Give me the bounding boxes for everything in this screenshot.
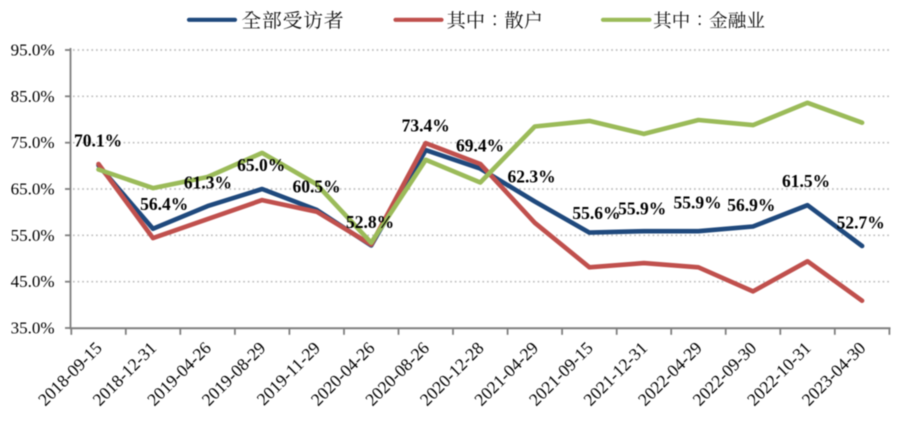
svg-text:73.4%: 73.4%: [402, 115, 450, 135]
svg-text:62.3%: 62.3%: [507, 166, 555, 186]
svg-text:55.6%: 55.6%: [572, 203, 620, 223]
svg-text:56.9%: 56.9%: [727, 195, 775, 215]
svg-text:70.1%: 70.1%: [74, 130, 122, 150]
svg-text:52.7%: 52.7%: [837, 213, 885, 233]
svg-text:55.9%: 55.9%: [673, 192, 721, 212]
svg-text:65.0%: 65.0%: [11, 180, 55, 199]
svg-text:69.4%: 69.4%: [456, 136, 504, 156]
svg-text:55.0%: 55.0%: [11, 226, 55, 245]
svg-text:55.9%: 55.9%: [618, 198, 666, 218]
svg-text:56.4%: 56.4%: [140, 194, 188, 214]
svg-text:65.0%: 65.0%: [237, 155, 285, 175]
svg-text:45.0%: 45.0%: [11, 272, 55, 291]
svg-text:61.3%: 61.3%: [184, 173, 232, 193]
svg-text:95.0%: 95.0%: [11, 41, 55, 60]
svg-text:85.0%: 85.0%: [11, 87, 55, 106]
svg-text:60.5%: 60.5%: [293, 176, 341, 196]
svg-text:75.0%: 75.0%: [11, 133, 55, 152]
svg-text:35.0%: 35.0%: [11, 319, 55, 338]
svg-text:61.5%: 61.5%: [782, 171, 830, 191]
svg-text:52.8%: 52.8%: [346, 212, 394, 232]
